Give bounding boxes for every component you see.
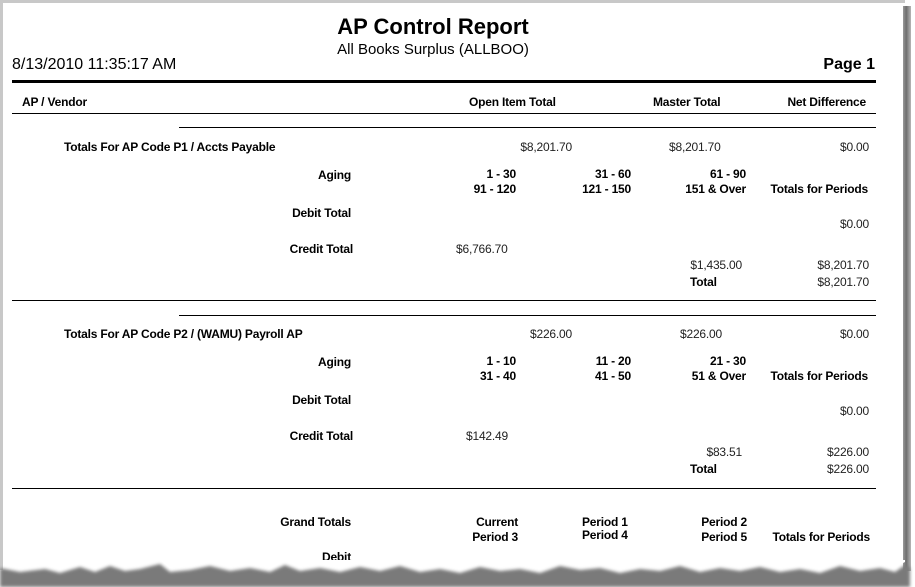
col-header-master-total: Master Total bbox=[653, 95, 721, 109]
grand-totals-label: Grand Totals bbox=[280, 515, 351, 529]
report-title: AP Control Report bbox=[337, 14, 529, 39]
header-rule bbox=[12, 80, 876, 83]
section-divider bbox=[12, 300, 876, 301]
totals-for-periods-label: Totals for Periods bbox=[770, 369, 868, 383]
grand-totals-period-header: Period 4 bbox=[582, 528, 628, 542]
net-difference-value: $0.00 bbox=[839, 140, 869, 154]
column-header-rule bbox=[12, 113, 876, 114]
aging-bucket: 121 - 150 bbox=[582, 182, 631, 196]
col-header-vendor: AP / Vendor bbox=[22, 95, 87, 109]
aging-bucket: 11 - 20 bbox=[595, 354, 632, 368]
grand-totals-period-header: Period 3 bbox=[472, 530, 518, 544]
credit-total-value: $8,201.70 bbox=[817, 258, 869, 272]
credit-bucket-value: $83.51 bbox=[706, 445, 742, 459]
grand-totals-period-header: Period 5 bbox=[701, 530, 747, 544]
page-frame-left bbox=[0, 0, 3, 570]
aging-bucket: 1 - 30 bbox=[486, 167, 517, 181]
aging-label: Aging bbox=[318, 168, 351, 182]
totals-for-periods-label: Totals for Periods bbox=[772, 530, 870, 544]
aging-bucket: 1 - 10 bbox=[486, 354, 517, 368]
section-divider bbox=[12, 488, 876, 489]
aging-bucket: 151 & Over bbox=[685, 182, 746, 196]
total-label: Total bbox=[690, 462, 717, 476]
torn-edge-decoration bbox=[0, 560, 910, 587]
aging-bucket: 41 - 50 bbox=[595, 369, 631, 383]
aging-bucket: 31 - 60 bbox=[595, 167, 631, 181]
credit-bucket-value: $6,766.70 bbox=[456, 242, 508, 256]
master-total-value: $8,201.70 bbox=[669, 140, 721, 154]
total-value: $226.00 bbox=[827, 462, 869, 476]
total-value: $8,201.70 bbox=[817, 275, 869, 289]
debit-total-value: $0.00 bbox=[839, 217, 869, 231]
open-item-total-value: $226.00 bbox=[530, 327, 572, 341]
section-rule bbox=[179, 315, 876, 316]
report-subtitle: All Books Surplus (ALLBOO) bbox=[337, 41, 529, 58]
report-timestamp: 8/13/2010 11:35:17 AM bbox=[12, 56, 177, 73]
totals-for-periods-label: Totals for Periods bbox=[770, 182, 868, 196]
credit-total-label: Credit Total bbox=[289, 242, 354, 256]
debit-total-value: $0.00 bbox=[839, 404, 869, 418]
report-page bbox=[3, 3, 903, 568]
aging-bucket: 61 - 90 bbox=[710, 167, 746, 181]
credit-bucket-value: $142.49 bbox=[466, 429, 508, 443]
credit-total-value: $226.00 bbox=[827, 445, 869, 459]
section-heading: Totals For AP Code P2 / (WAMU) Payroll A… bbox=[64, 327, 303, 341]
grand-totals-period-header: Current bbox=[476, 515, 518, 529]
aging-bucket: 91 - 120 bbox=[473, 182, 517, 196]
debit-total-label: Debit Total bbox=[292, 393, 351, 407]
col-header-net-difference: Net Difference bbox=[787, 95, 866, 109]
credit-total-label: Credit Total bbox=[289, 429, 354, 443]
debit-total-label: Debit Total bbox=[292, 206, 351, 220]
open-item-total-value: $8,201.70 bbox=[520, 140, 572, 154]
aging-bucket: 31 - 40 bbox=[480, 369, 516, 383]
credit-bucket-value: $1,435.00 bbox=[690, 258, 742, 272]
section-heading: Totals For AP Code P1 / Accts Payable bbox=[64, 140, 276, 154]
aging-label: Aging bbox=[318, 355, 351, 369]
aging-bucket: 51 & Over bbox=[691, 369, 746, 383]
aging-bucket: 21 - 30 bbox=[710, 354, 746, 368]
section-rule bbox=[179, 127, 876, 128]
page-shadow bbox=[903, 6, 911, 571]
grand-totals-period-header: Period 1 bbox=[582, 515, 628, 529]
page-frame-top bbox=[0, 0, 905, 3]
col-header-open-item-total: Open Item Total bbox=[469, 95, 556, 109]
master-total-value: $226.00 bbox=[680, 327, 722, 341]
grand-totals-period-header: Period 2 bbox=[701, 515, 747, 529]
total-label: Total bbox=[690, 275, 717, 289]
page-number: Page 1 bbox=[823, 56, 875, 73]
net-difference-value: $0.00 bbox=[839, 327, 869, 341]
